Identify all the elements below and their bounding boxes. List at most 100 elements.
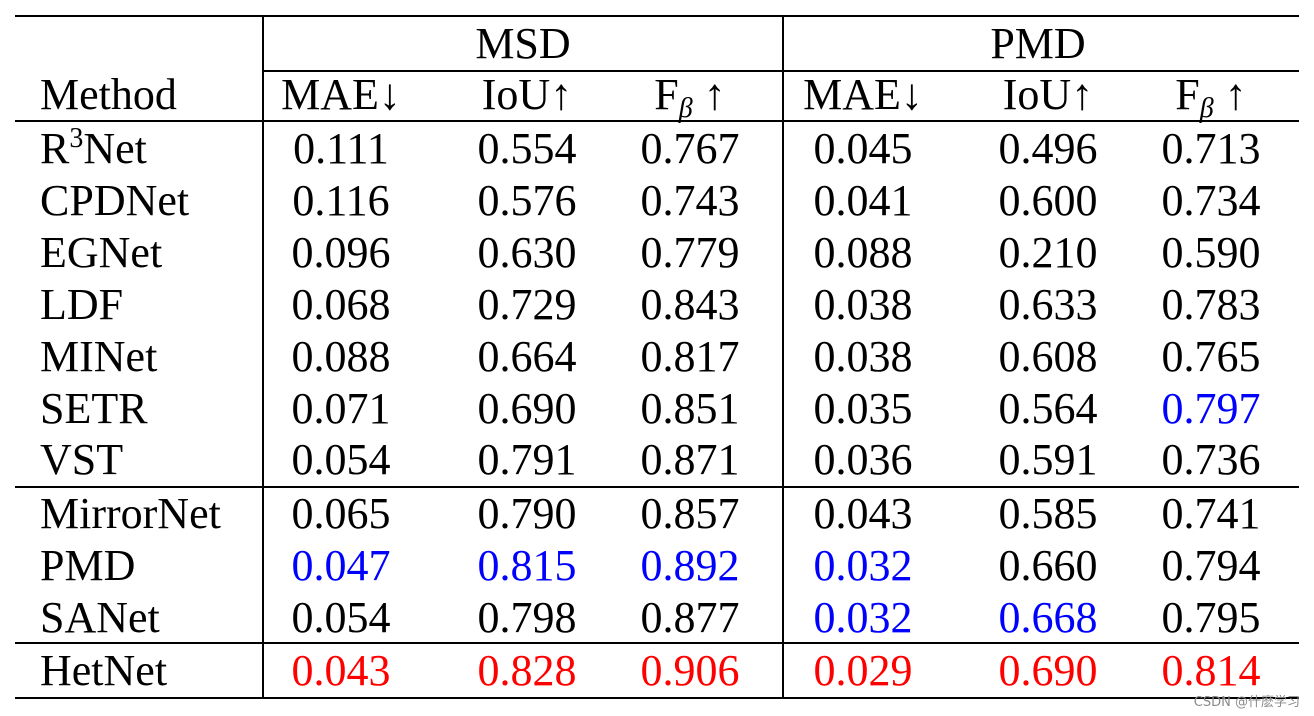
metric-subscript: β — [1199, 93, 1214, 124]
vertical-rule-method — [262, 16, 264, 698]
value-cell: 0.029 — [813, 646, 913, 695]
value-cell: 0.043 — [813, 489, 913, 538]
value-cell: 0.065 — [291, 489, 391, 538]
method-name-text: EGNet — [40, 228, 163, 277]
value-cell: 0.210 — [998, 228, 1098, 277]
metric-base: MAE — [281, 70, 379, 119]
method-name-tail: Net — [83, 124, 147, 173]
header-rule — [15, 120, 1299, 122]
method-name-text: SETR — [40, 384, 148, 433]
metric-header-iou: IoU↑ — [482, 73, 572, 117]
value-cell: 0.791 — [477, 435, 577, 484]
value-cell: 0.068 — [291, 280, 391, 329]
section-rule-2 — [15, 642, 1299, 644]
value-cell: 0.871 — [640, 435, 740, 484]
value-cell: 0.036 — [813, 435, 913, 484]
value-cell: 0.590 — [1161, 228, 1261, 277]
method-name-text: SANet — [40, 593, 160, 642]
metric-base: F — [654, 70, 679, 119]
value-cell: 0.038 — [813, 332, 913, 381]
value-cell: 0.765 — [1161, 332, 1261, 381]
metric-base: IoU — [481, 70, 551, 119]
metric-base: F — [1175, 70, 1200, 119]
value-cell: 0.116 — [292, 176, 390, 225]
method-name-text: HetNet — [40, 646, 168, 695]
value-cell: 0.564 — [998, 384, 1098, 433]
value-cell: 0.817 — [640, 332, 740, 381]
value-cell: 0.734 — [1161, 176, 1261, 225]
value-cell: 0.032 — [813, 593, 913, 642]
value-cell: 0.779 — [640, 228, 740, 277]
value-cell: 0.096 — [291, 228, 391, 277]
value-cell: 0.713 — [1161, 124, 1261, 173]
group-underline-pmd — [784, 70, 1299, 72]
metric-header-f: Fβ ↑ — [1175, 70, 1246, 123]
metric-arrow: ↑ — [1071, 70, 1094, 119]
value-cell: 0.054 — [291, 593, 391, 642]
value-cell: 0.576 — [477, 176, 577, 225]
value-cell: 0.815 — [477, 541, 577, 590]
metric-arrow: ↑ — [692, 70, 726, 119]
metric-base: MAE — [803, 70, 901, 119]
vertical-rule-groups — [782, 16, 784, 698]
value-cell: 0.088 — [291, 332, 391, 381]
method-name-text: MirrorNet — [40, 489, 221, 538]
metric-subscript: β — [678, 93, 693, 124]
value-cell: 0.664 — [477, 332, 577, 381]
value-cell: 0.795 — [1161, 593, 1261, 642]
metric-header-iou: IoU↑ — [1003, 73, 1093, 117]
value-cell: 0.600 — [998, 176, 1098, 225]
value-cell: 0.857 — [640, 489, 740, 538]
value-cell: 0.554 — [477, 124, 577, 173]
method-name-text: PMD — [40, 541, 136, 590]
value-cell: 0.660 — [998, 541, 1098, 590]
method-name-text: CPDNet — [40, 176, 190, 225]
value-cell: 0.043 — [291, 646, 391, 695]
value-cell: 0.851 — [640, 384, 740, 433]
value-cell: 0.743 — [640, 176, 740, 225]
metric-header-mae: MAE↓ — [281, 73, 401, 117]
value-cell: 0.736 — [1161, 435, 1261, 484]
method-name-text: LDF — [40, 280, 124, 329]
metric-arrow: ↑ — [550, 70, 573, 119]
value-cell: 0.041 — [813, 176, 913, 225]
top-rule — [15, 15, 1299, 17]
method-name: SANet — [40, 596, 160, 640]
method-name: EGNet — [40, 231, 162, 275]
metric-header-f: Fβ ↑ — [654, 70, 726, 123]
value-cell: 0.585 — [998, 489, 1098, 538]
value-cell: 0.828 — [477, 646, 577, 695]
bottom-rule — [15, 697, 1299, 699]
value-cell: 0.045 — [813, 124, 913, 173]
value-cell: 0.741 — [1161, 489, 1261, 538]
value-cell: 0.690 — [477, 384, 577, 433]
value-cell: 0.111 — [293, 124, 389, 173]
watermark: CSDN @什麽学习 — [1193, 695, 1300, 710]
value-cell: 0.794 — [1161, 541, 1261, 590]
value-cell: 0.047 — [291, 541, 391, 590]
group-header-pmd: PMD — [990, 19, 1086, 68]
value-cell: 0.790 — [477, 489, 577, 538]
section-rule-1 — [15, 486, 1299, 488]
metric-arrow: ↓ — [900, 70, 923, 119]
value-cell: 0.767 — [640, 124, 740, 173]
method-name: VST — [40, 438, 123, 482]
value-cell: 0.071 — [291, 384, 391, 433]
value-cell: 0.032 — [813, 541, 913, 590]
group-underline-msd — [263, 70, 782, 72]
value-cell: 0.054 — [291, 435, 391, 484]
value-cell: 0.038 — [813, 280, 913, 329]
value-cell: 0.591 — [998, 435, 1098, 484]
metric-header-mae: MAE↓ — [803, 73, 923, 117]
value-cell: 0.690 — [998, 646, 1098, 695]
value-cell: 0.630 — [477, 228, 577, 277]
method-name-text: R — [40, 124, 70, 173]
value-cell: 0.814 — [1161, 646, 1261, 695]
value-cell: 0.035 — [813, 384, 913, 433]
method-header: Method — [40, 70, 177, 119]
value-cell: 0.668 — [998, 593, 1098, 642]
value-cell: 0.608 — [998, 332, 1098, 381]
value-cell: 0.892 — [640, 541, 740, 590]
metric-base: IoU — [1002, 70, 1072, 119]
value-cell: 0.496 — [998, 124, 1098, 173]
